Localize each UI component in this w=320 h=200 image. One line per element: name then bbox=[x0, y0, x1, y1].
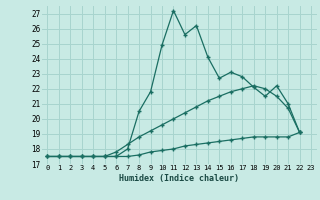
X-axis label: Humidex (Indice chaleur): Humidex (Indice chaleur) bbox=[119, 174, 239, 183]
